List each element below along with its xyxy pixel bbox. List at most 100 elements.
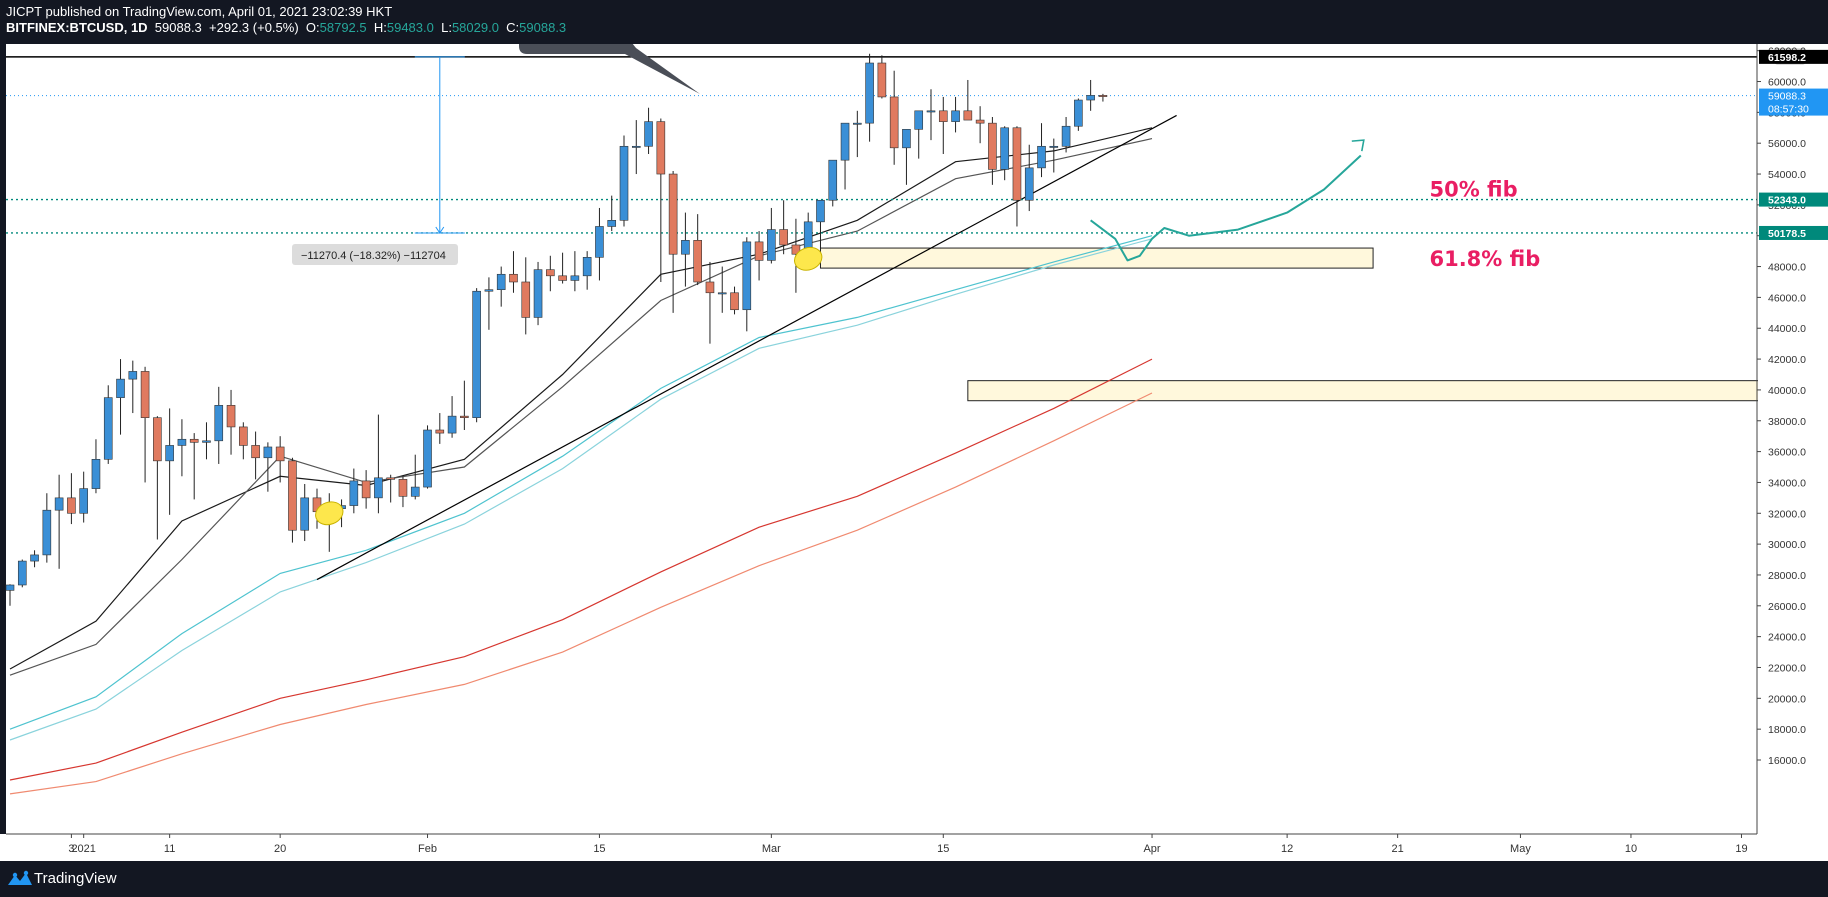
candle-body (374, 477, 383, 499)
chart-header: JICPT published on TradingView.com, Apri… (0, 0, 1828, 44)
candle-body (914, 110, 924, 130)
tradingview-logo-icon[interactable] (6, 869, 34, 889)
candle-body (865, 62, 874, 124)
measure-arrowhead (435, 226, 445, 234)
candle-body (533, 269, 543, 318)
tradingview-brand[interactable]: TradingView (34, 870, 117, 887)
candle-body (54, 497, 64, 511)
price-level-tag-label: 61598.2 (1768, 52, 1806, 64)
candle-body (177, 438, 187, 446)
time-tick-label: May (1510, 843, 1531, 855)
price-level-tag-label: 50178.5 (1768, 228, 1806, 240)
candle-body (239, 426, 248, 446)
high-label: H: (373, 20, 387, 35)
candle-body (938, 110, 948, 122)
open-label: O: (305, 20, 320, 35)
candle-body (460, 415, 469, 418)
price-tick-label: 40000.0 (1768, 385, 1806, 397)
time-tick-label: 2021 (71, 843, 95, 855)
candle-body (853, 122, 862, 125)
candle-body (386, 477, 395, 480)
candle-body (472, 290, 481, 418)
candle-body (963, 110, 973, 121)
candle-body (1000, 127, 1009, 170)
candle-body (889, 96, 899, 149)
candle-body (189, 438, 199, 443)
candle-body (816, 199, 825, 223)
candle-body (693, 240, 702, 283)
candle-body (300, 497, 310, 531)
candle-body (828, 159, 838, 201)
price-axis[interactable]: USD64000.062000.060000.058000.056000.054… (1756, 44, 1828, 834)
time-tick-label: 11 (164, 843, 175, 855)
candle-body (509, 273, 518, 283)
measure-tool[interactable]: −11270.4 (−18.32%) −112704 (292, 56, 465, 265)
candle-body (496, 273, 506, 290)
symbol-label[interactable]: BITFINEX:BTCUSD, 1D (6, 20, 148, 35)
price-tick-label: 24000.0 (1768, 632, 1806, 644)
candle-body (742, 241, 752, 311)
footer-bar: TradingView (0, 861, 1828, 897)
low-value: 58029.0 (451, 20, 499, 35)
time-tick-label: Mar (762, 843, 781, 855)
moving-average-line (9, 127, 1153, 670)
time-tick-label: 19 (1735, 843, 1747, 855)
time-tick-label: 21 (1392, 843, 1404, 855)
annotations-layer: 50% fib 61.8% fib (315, 139, 1540, 526)
price-level-tag (1759, 49, 1828, 64)
candle-body (779, 229, 788, 246)
candle-body (165, 445, 174, 462)
candle-body (17, 560, 27, 586)
callout-shape (519, 44, 700, 94)
candle-body (275, 446, 285, 462)
price-tick-label: 38000.0 (1768, 416, 1806, 428)
publisher-line: JICPT published on TradingView.com, Apri… (6, 4, 393, 19)
time-tick-label: Apr (1143, 843, 1160, 855)
candle-body (705, 281, 715, 294)
price-tick-label: 20000.0 (1768, 693, 1806, 705)
candle-body (1074, 99, 1083, 127)
price-tick-label: 32000.0 (1768, 508, 1806, 520)
candle-body (840, 122, 850, 161)
countdown-label: 08:57:30 (1768, 104, 1809, 116)
candle-body (410, 486, 420, 497)
candle-body (140, 371, 150, 418)
highlight-ellipse (794, 246, 823, 271)
candle-body (484, 289, 494, 292)
candle-body (521, 281, 531, 318)
price-tick-label: 48000.0 (1768, 262, 1806, 274)
candle-body (1049, 145, 1059, 148)
candle-body (988, 122, 997, 170)
high-value: 59483.0 (386, 20, 434, 35)
chart-background (6, 44, 1828, 834)
price-tick-label: 44000.0 (1768, 323, 1806, 335)
last-price: 59088.3 (154, 20, 202, 35)
candle-body (668, 173, 678, 255)
candle-body (791, 244, 801, 255)
candle-body (1061, 125, 1071, 147)
candle-body (767, 229, 776, 261)
candle-body (423, 429, 432, 488)
candle-body (1024, 167, 1034, 201)
price-tick-label: 36000.0 (1768, 447, 1806, 459)
candle-body (558, 275, 567, 281)
open-value: 58792.5 (319, 20, 367, 35)
price-tick-label: 34000.0 (1768, 477, 1806, 489)
candle-body (42, 509, 52, 556)
time-tick-label: Feb (418, 843, 437, 855)
candle-body (79, 488, 88, 514)
candle-body (582, 257, 592, 277)
candle-body (226, 405, 236, 428)
candle-body (398, 479, 408, 497)
candle-body (349, 480, 359, 506)
price-level-tag (1759, 192, 1828, 207)
candle-body (67, 497, 76, 514)
price-tick-label: 18000.0 (1768, 724, 1806, 736)
candle-body (926, 110, 936, 113)
price-chart[interactable]: −11270.4 (−18.32%) −112704 50% fib 61.8% … (0, 44, 1828, 870)
price-tick-label: 42000.0 (1768, 354, 1806, 366)
candle-body (214, 405, 224, 442)
time-tick-label: 15 (593, 843, 605, 855)
candle-body (730, 292, 739, 311)
price-tick-label: 22000.0 (1768, 662, 1806, 674)
